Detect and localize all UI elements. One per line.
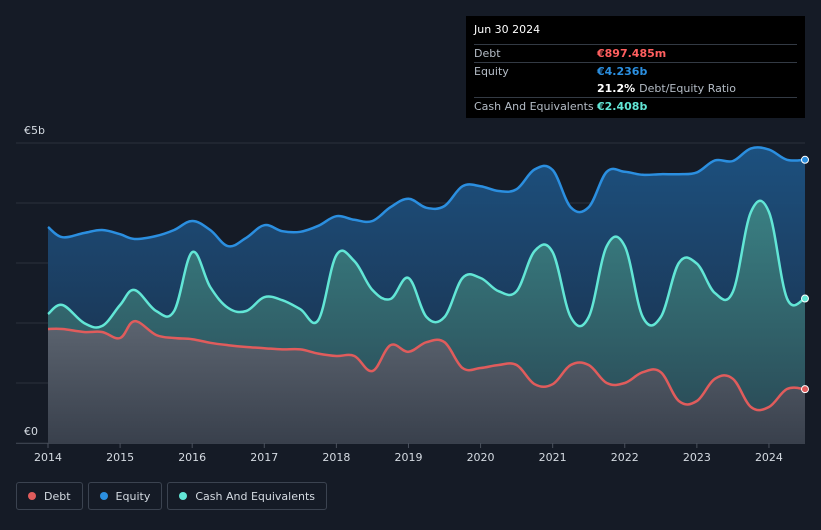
tooltip-row-equity: Equity €4.236b bbox=[474, 62, 797, 80]
x-tick-label: 2014 bbox=[34, 451, 62, 464]
equity-end-point bbox=[801, 155, 809, 164]
x-tick-label: 2020 bbox=[467, 451, 495, 464]
legend-cash-label: Cash And Equivalents bbox=[195, 489, 315, 503]
equity-dot-icon bbox=[99, 492, 108, 500]
legend-equity-label: Equity bbox=[115, 489, 151, 503]
legend-item-equity[interactable]: Equity bbox=[87, 482, 163, 510]
cash-dot-icon bbox=[179, 492, 188, 500]
y-tick-label: €0 bbox=[24, 425, 38, 438]
tooltip-panel: Jun 30 2024 Debt €897.485m Equity €4.236… bbox=[466, 16, 805, 118]
cash-series-line bbox=[47, 199, 806, 329]
y-tick-label: €5b bbox=[24, 124, 45, 137]
legend-item-debt[interactable]: Debt bbox=[16, 482, 83, 510]
x-tick-label: 2019 bbox=[394, 451, 422, 464]
x-tick-label: 2016 bbox=[178, 451, 206, 464]
tooltip-debt-value: €897.485m bbox=[597, 47, 667, 60]
equity-series-line bbox=[47, 146, 806, 248]
x-tick-label: 2015 bbox=[106, 451, 134, 464]
x-tick-label: 2018 bbox=[322, 451, 350, 464]
debt-area bbox=[48, 321, 805, 443]
tooltip-equity-value: €4.236b bbox=[597, 65, 648, 78]
legend: Debt Equity Cash And Equivalents bbox=[16, 482, 327, 510]
x-tick-label: 2021 bbox=[539, 451, 567, 464]
debt-end-point bbox=[801, 385, 809, 394]
tooltip-ratio-value: 21.2% bbox=[597, 82, 636, 95]
legend-debt-label: Debt bbox=[44, 489, 71, 503]
cash-end-point bbox=[801, 294, 809, 303]
tooltip-row-debt: Debt €897.485m bbox=[474, 44, 797, 62]
tooltip-row-cash: Cash And Equivalents €2.408b bbox=[474, 97, 797, 115]
tooltip-debt-label: Debt bbox=[474, 47, 501, 60]
tooltip-cash-label: Cash And Equivalents bbox=[474, 100, 594, 113]
tooltip-row-ratio: 21.2% Debt/Equity Ratio bbox=[474, 80, 797, 97]
debt-series-line bbox=[47, 319, 806, 412]
legend-item-cash[interactable]: Cash And Equivalents bbox=[167, 482, 327, 510]
x-tick-label: 2017 bbox=[250, 451, 278, 464]
x-tick-label: 2024 bbox=[755, 451, 783, 464]
tooltip-date: Jun 30 2024 bbox=[474, 23, 541, 36]
x-tick-label: 2022 bbox=[611, 451, 639, 464]
tooltip-equity-label: Equity bbox=[474, 65, 509, 78]
x-tick-label: 2023 bbox=[683, 451, 711, 464]
tooltip-ratio-label: Debt/Equity Ratio bbox=[639, 82, 736, 95]
tooltip-cash-value: €2.408b bbox=[597, 100, 648, 113]
debt-dot-icon bbox=[28, 492, 36, 500]
